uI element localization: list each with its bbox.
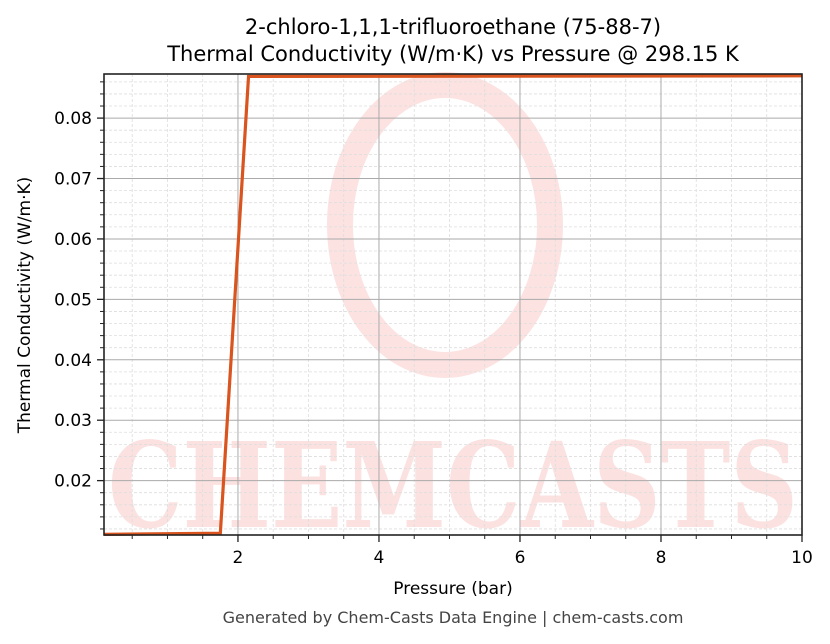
y-tick-label: 0.08: [54, 109, 92, 129]
x-axis-label: Pressure (bar): [393, 579, 512, 599]
series-line: [103, 74, 803, 536]
x-tick-label: 4: [374, 548, 385, 568]
y-tick-label: 0.07: [54, 170, 92, 190]
chart-subtitle: Thermal Conductivity (W/m·K) vs Pressure…: [166, 42, 740, 66]
watermark-logo: CHEMCASTS: [108, 72, 798, 555]
x-tick-label: 10: [791, 548, 813, 568]
x-tick-label: 2: [233, 548, 244, 568]
y-tick-label: 0.03: [54, 411, 92, 431]
footer-credit: Generated by Chem-Casts Data Engine | ch…: [222, 608, 684, 627]
x-tick-label: 6: [515, 548, 526, 568]
y-tick-label: 0.02: [54, 472, 92, 492]
y-tick-label: 0.04: [54, 351, 92, 371]
plot-frame: [103, 73, 803, 536]
y-tick-label: 0.05: [54, 290, 92, 310]
y-axis-label: Thermal Conductivity (W/m·K): [15, 177, 35, 435]
chart-title: 2-chloro-1,1,1-trifluoroethane (75-88-7): [245, 15, 661, 39]
x-tick-label: 8: [656, 548, 667, 568]
y-tick-label: 0.06: [54, 230, 92, 250]
